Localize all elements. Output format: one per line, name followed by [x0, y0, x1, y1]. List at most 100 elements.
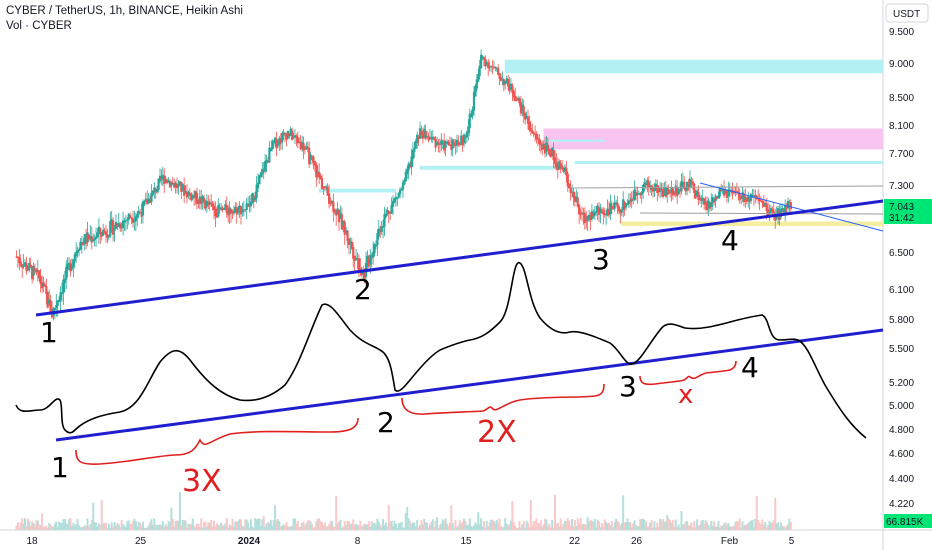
zone-cyan[interactable]	[419, 165, 567, 170]
zone-cyan[interactable]	[318, 188, 397, 193]
volume-bar	[141, 521, 144, 530]
volume-bar	[301, 522, 304, 530]
zone-pink[interactable]	[543, 128, 884, 150]
candle-body	[60, 292, 64, 295]
candle-body	[349, 241, 352, 244]
volume-bar	[569, 525, 572, 530]
zone-cyan[interactable]	[504, 59, 883, 74]
volume-bar	[548, 523, 551, 530]
candle-body	[177, 183, 180, 188]
sketch-trendline[interactable]	[55, 328, 884, 442]
volume-bar	[309, 521, 312, 530]
volume-bar	[29, 525, 32, 530]
zone-cyan[interactable]	[574, 161, 884, 165]
volume-bar	[83, 525, 86, 530]
candle-body	[487, 62, 490, 69]
volume-bar	[93, 522, 96, 530]
candle-body	[137, 211, 140, 215]
candle-body	[299, 142, 302, 150]
volume-bar	[369, 526, 372, 530]
candle-body	[370, 257, 373, 259]
candle-body	[67, 262, 71, 266]
candle-body	[352, 247, 355, 259]
volume-bar	[542, 524, 545, 530]
volume-bar	[553, 494, 556, 530]
candle-body	[49, 300, 52, 314]
zone-cyan[interactable]	[543, 139, 606, 142]
volume-bar	[697, 526, 700, 530]
candle-body	[475, 79, 478, 89]
price-trendline[interactable]	[35, 199, 884, 317]
candle-body	[518, 98, 521, 104]
candle-body	[404, 171, 407, 182]
chart-pane[interactable]	[0, 0, 883, 530]
candle-body	[548, 148, 551, 155]
candle-body	[190, 193, 193, 201]
currency-selector[interactable]: USDT	[885, 3, 929, 23]
wave-label-4: 4	[721, 224, 739, 257]
sketch-label-1: 1	[51, 451, 69, 484]
volume-bar	[164, 524, 167, 530]
volume-bar	[521, 524, 524, 530]
candle-body	[293, 135, 297, 138]
volume-bar	[389, 522, 392, 530]
volume-bar	[698, 524, 701, 530]
candle-body	[102, 229, 105, 236]
volume-bar	[183, 519, 186, 530]
candle-body	[215, 214, 218, 218]
volume-bar	[605, 522, 608, 530]
candle-body	[562, 168, 565, 172]
volume-bar	[279, 526, 282, 530]
candle-body	[273, 137, 277, 143]
candle-body	[188, 192, 191, 194]
volume-bar	[227, 527, 230, 530]
volume-bar	[143, 527, 146, 530]
volume-bar	[335, 496, 338, 530]
zone-yellow[interactable]	[621, 221, 883, 227]
candle-body	[337, 209, 341, 223]
candle-body	[772, 211, 775, 214]
candle-body	[103, 231, 106, 233]
candle-body	[734, 190, 737, 193]
candle-body	[381, 225, 385, 228]
volume-bar	[32, 523, 35, 530]
candle-body	[765, 203, 768, 212]
candle-body	[776, 208, 780, 215]
candle-body	[580, 213, 584, 215]
volume-bar	[392, 526, 395, 530]
volume-bar	[488, 522, 491, 530]
candle-body	[430, 137, 433, 140]
volume-bar	[576, 518, 579, 530]
candle-body	[559, 163, 562, 166]
candle-body	[681, 181, 684, 184]
price-axis-pane[interactable]	[883, 0, 932, 550]
price-axis[interactable]: 9.5009.0008.5008.1007.7007.3006.9006.500…	[889, 27, 914, 510]
candle-body	[637, 193, 640, 195]
candle-body	[579, 211, 582, 215]
volume-bar	[390, 520, 393, 530]
volume-bar	[649, 522, 652, 530]
volume-bar	[78, 525, 81, 530]
candle-body	[485, 62, 488, 65]
candle-body	[164, 179, 167, 182]
time-axis[interactable]: 18 25 2024 8 15 22 26 Feb 5	[26, 536, 794, 547]
volume-bar	[747, 523, 750, 530]
volume-bar	[411, 522, 414, 530]
volume-bar	[707, 524, 710, 530]
candle-body	[114, 221, 118, 229]
volume-bar	[752, 527, 755, 530]
volume-bar	[187, 523, 190, 530]
candle-body	[217, 205, 220, 217]
volume-bar	[656, 522, 659, 530]
symbol-title[interactable]: CYBER / TetherUS, 1h, BINANCE, Heikin As…	[6, 5, 243, 17]
candle-body	[139, 212, 142, 214]
volume-indicator-title[interactable]: Vol · CYBER	[6, 20, 72, 32]
candle-body	[433, 137, 436, 140]
volume-bar	[110, 522, 113, 530]
volume-bar	[156, 524, 159, 530]
candle-body	[694, 190, 697, 199]
price-tick-label: 9.000	[889, 59, 914, 70]
volume-bar	[333, 526, 336, 530]
time-tick-label: 26	[631, 536, 643, 547]
